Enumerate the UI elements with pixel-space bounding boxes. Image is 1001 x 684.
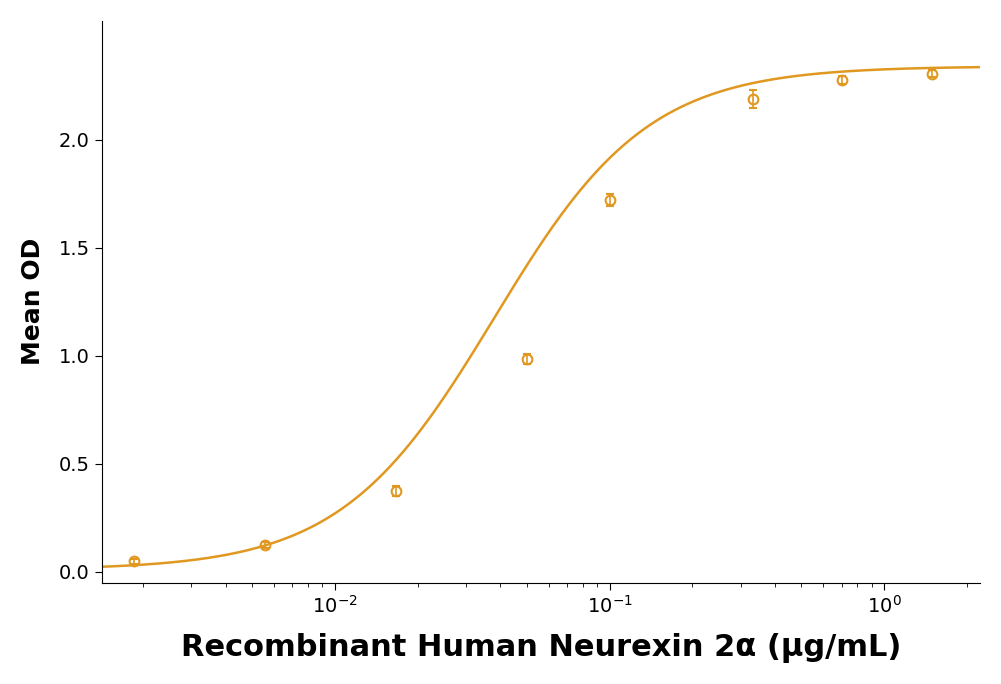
- X-axis label: Recombinant Human Neurexin 2α (μg/mL): Recombinant Human Neurexin 2α (μg/mL): [181, 633, 901, 663]
- Y-axis label: Mean OD: Mean OD: [21, 238, 45, 365]
